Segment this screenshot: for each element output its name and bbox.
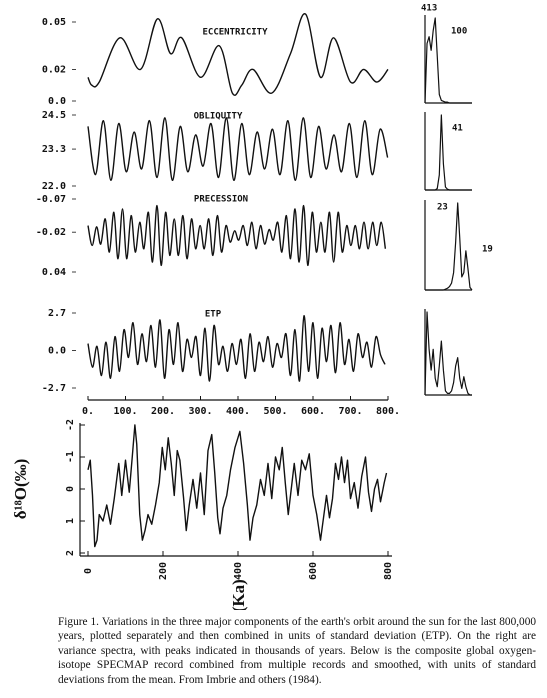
x-tick-label: 500. [263,406,287,417]
peak-label: 413 [421,4,437,14]
data-line [425,114,472,191]
x-tick-label: 600. [301,406,325,417]
x-tick-label: 600 [308,562,319,580]
y-tick-label: 0.0 [48,96,66,107]
panel-title: OBLIQUITY [194,112,243,122]
x-tick-label: 0. [82,406,94,417]
y-tick-label: -0.02 [36,227,66,238]
peak-label: 41 [452,124,463,134]
y-tick-label: -2.7 [42,383,66,394]
y-tick-label: -1 [65,451,76,463]
y-tick-label: 0.05 [42,17,66,28]
x-tick-label: 800. [376,406,400,417]
data-line [424,311,472,396]
figure: ECCENTRICITY0.050.020.0OBLIQUITY24.523.3… [11,4,493,611]
x-axis-label: Age (Ka) [229,579,248,610]
panel-title: ETP [205,310,222,320]
y-tick-label: 2.7 [48,308,66,319]
x-tick-label: 400 [233,562,244,580]
peak-label: 100 [451,27,467,37]
x-tick-label: 0 [83,568,94,574]
y-tick-label: -0.07 [36,194,66,205]
y-tick-label: 1 [65,518,76,524]
panel-title: PRECESSION [194,195,248,205]
y-axis-label: δ¹⁸O(‰) [11,459,30,520]
y-tick-label: 0.04 [42,267,66,278]
caption: Figure 1. Variations in the three major … [58,616,536,686]
x-tick-label: 300. [188,406,212,417]
y-tick-label: -2 [65,419,76,431]
data-line [87,424,388,548]
y-tick-label: 0.0 [48,346,66,357]
y-tick-label: 0 [65,486,76,492]
y-tick-label: 24.5 [42,110,66,121]
x-tick-label: 700. [338,406,362,417]
panel-title: ECCENTRICITY [202,28,268,38]
data-line [87,315,386,382]
x-tick-label: 200. [151,406,175,417]
y-tick-label: 0.02 [42,64,66,75]
data-line [87,204,387,267]
data-line [425,202,473,291]
peak-label: 19 [482,245,493,255]
data-line [424,17,472,104]
x-tick-label: 100. [113,406,137,417]
data-line [87,117,389,182]
x-tick-label: 200 [158,562,169,580]
y-tick-label: 23.3 [42,144,66,155]
x-tick-label: 800 [383,562,394,580]
y-tick-label: 2 [65,550,76,556]
x-tick-label: 400. [226,406,250,417]
peak-label: 23 [437,203,448,213]
data-line [87,13,389,96]
y-tick-label: 22.0 [42,181,66,192]
